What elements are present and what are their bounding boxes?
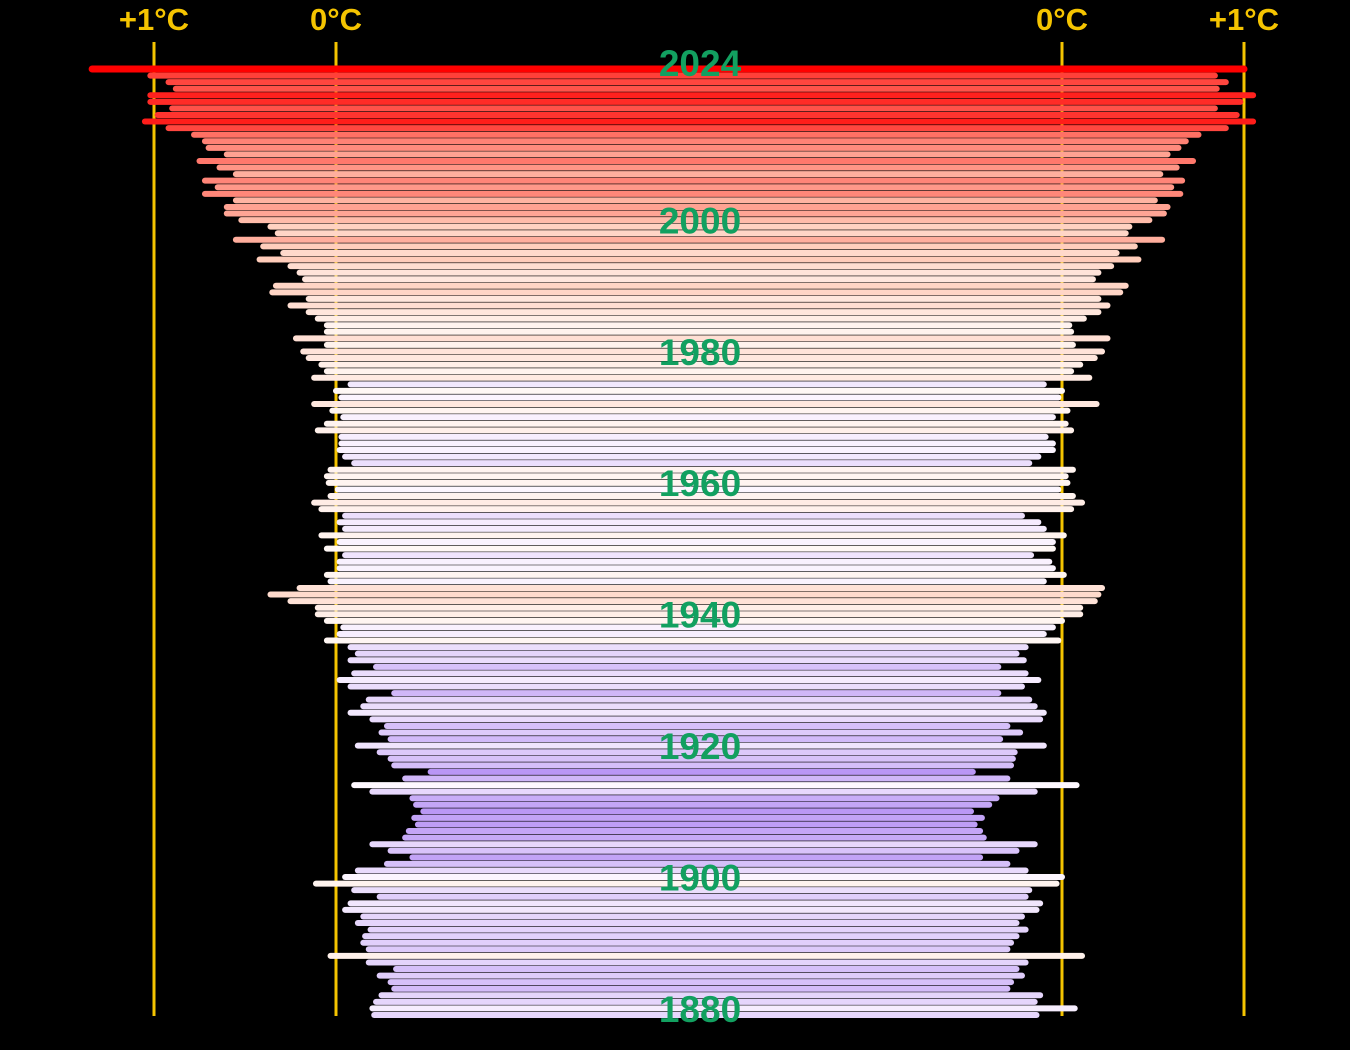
year-label: 1940 <box>659 595 741 636</box>
year-label: 1980 <box>659 332 741 373</box>
x-tick-label: +1°C <box>1209 2 1279 37</box>
x-tick-label: +1°C <box>119 2 189 37</box>
year-label: 1920 <box>659 726 741 767</box>
year-label: 2024 <box>659 43 742 84</box>
year-label: 1960 <box>659 463 741 504</box>
x-tick-label: 0°C <box>310 2 362 37</box>
year-label: 1900 <box>659 857 741 898</box>
year-label: 2000 <box>659 200 741 241</box>
year-label: 1880 <box>659 989 741 1030</box>
x-tick-label: 0°C <box>1036 2 1088 37</box>
